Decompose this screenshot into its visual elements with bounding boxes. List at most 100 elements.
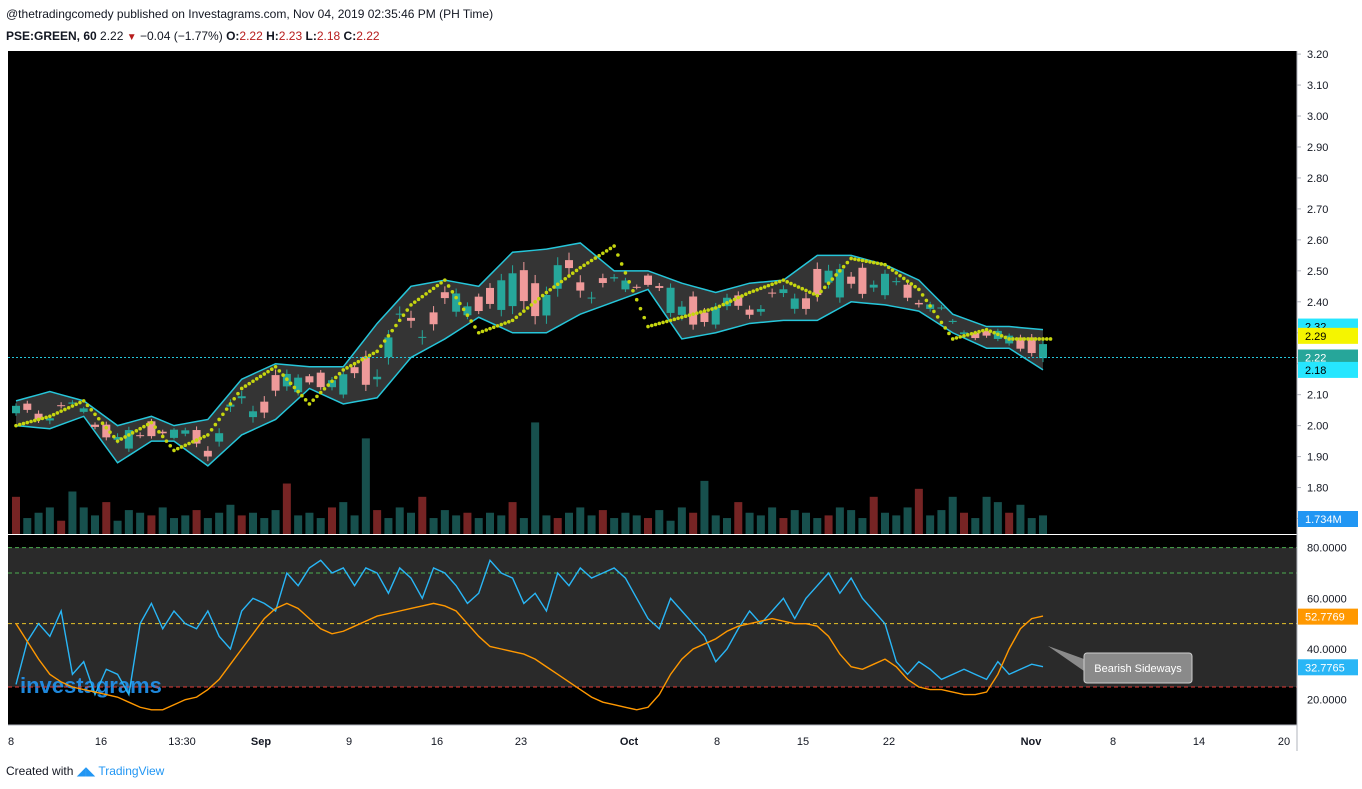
volume-bar xyxy=(147,515,156,534)
candle-body xyxy=(249,411,257,418)
sar-dot xyxy=(634,297,639,302)
candle-body xyxy=(203,450,212,457)
candle-body xyxy=(553,265,562,289)
time-tick-label: Oct xyxy=(620,736,639,748)
sar-dot xyxy=(303,398,308,402)
volume-bar xyxy=(203,518,212,534)
sar-dot xyxy=(292,385,297,390)
sar-dot xyxy=(883,262,887,267)
sar-dot xyxy=(243,384,248,388)
rsi-line xyxy=(15,558,1044,697)
tradingview-link[interactable]: TradingView xyxy=(98,764,165,778)
candle-body xyxy=(632,286,641,288)
time-tick-label: 8 xyxy=(714,736,720,748)
close-label: C: xyxy=(343,29,357,43)
sar-dot xyxy=(322,387,327,391)
sar-dot xyxy=(928,304,932,308)
sar-dot xyxy=(747,290,752,295)
sar-dot xyxy=(582,263,586,268)
sar-dot xyxy=(503,321,507,325)
sar-dot xyxy=(221,412,225,417)
sar-dot xyxy=(601,251,605,256)
volume-bar xyxy=(621,512,630,534)
candle-body xyxy=(655,286,664,288)
candle-body xyxy=(892,281,901,283)
sar-dot xyxy=(337,371,342,376)
candle-body xyxy=(260,401,269,413)
candle-body xyxy=(858,267,867,294)
low-value: 2.18 xyxy=(316,29,341,43)
sar-dot xyxy=(443,278,447,282)
sar-dot xyxy=(860,258,865,263)
sar-dot xyxy=(574,268,579,273)
sar-dot xyxy=(631,288,635,293)
sar-dot xyxy=(777,279,782,284)
candle-body xyxy=(361,356,370,385)
sar-dot xyxy=(864,259,868,263)
volume-bar xyxy=(486,512,494,534)
sar-dot xyxy=(375,349,379,354)
volume-bar xyxy=(1016,504,1025,534)
sar-dot xyxy=(78,400,82,405)
sar-dot xyxy=(367,353,372,358)
candle-body xyxy=(914,302,923,305)
volume-bar xyxy=(723,518,731,534)
candle-body xyxy=(756,309,765,312)
sar-dot xyxy=(1003,335,1008,340)
sar-dot xyxy=(932,309,936,314)
candle-body xyxy=(418,336,427,338)
tradingview-logo-icon[interactable]: ◢◣ xyxy=(76,764,96,778)
candle-body xyxy=(790,298,799,309)
volume-bar xyxy=(734,502,743,534)
candle-body xyxy=(644,275,652,285)
oscillator-tick-label: 80.0000 xyxy=(1307,543,1347,555)
last-price: 2.22 xyxy=(100,29,124,43)
sar-dot xyxy=(179,445,184,449)
sar-dot xyxy=(168,443,173,448)
sar-dot xyxy=(191,440,195,444)
sar-dot xyxy=(578,265,583,270)
symbol-label[interactable]: PSE:GREEN, 60 xyxy=(6,29,97,43)
sar-dot xyxy=(894,271,899,275)
sar-dot xyxy=(710,307,714,311)
price-tick-label: 2.60 xyxy=(1307,235,1328,247)
candle-body xyxy=(847,276,856,284)
candle-body xyxy=(519,270,528,302)
sar-dot xyxy=(623,271,628,275)
price-badge xyxy=(1298,349,1358,366)
sar-dot xyxy=(823,285,827,290)
volume-bar xyxy=(813,518,822,534)
volume-bar xyxy=(542,515,551,534)
sar-dot xyxy=(879,262,884,266)
candle-body xyxy=(136,435,145,437)
sar-dot xyxy=(939,320,944,325)
sar-dot xyxy=(766,283,771,288)
price-tick-label: 3.20 xyxy=(1307,49,1328,61)
time-tick-label: 14 xyxy=(1193,736,1205,748)
volume-bar xyxy=(576,507,585,534)
sar-dot xyxy=(1026,337,1030,341)
volume-bar xyxy=(282,483,291,534)
sar-dot xyxy=(454,295,458,300)
sar-dot xyxy=(593,256,598,260)
sar-dot xyxy=(905,279,910,283)
price-tick-label: 1.80 xyxy=(1307,483,1328,495)
volume-bar xyxy=(790,510,799,534)
sar-dot xyxy=(81,399,86,403)
sar-dot xyxy=(172,448,176,453)
sar-dot xyxy=(507,319,511,324)
volume-bar xyxy=(12,496,20,534)
volume-bar xyxy=(508,502,517,534)
candle-body xyxy=(463,306,472,316)
time-tick-label: Sep xyxy=(251,736,271,748)
sar-dot xyxy=(1044,337,1049,341)
sar-dot xyxy=(236,391,240,396)
sar-dot xyxy=(21,421,26,426)
sar-dot xyxy=(420,294,425,299)
price-tick-label: 2.40 xyxy=(1307,297,1328,309)
sar-dot xyxy=(898,273,902,278)
footer: Created with ◢◣ TradingView xyxy=(6,764,164,778)
sar-dot xyxy=(428,289,432,293)
candle-body xyxy=(12,405,20,414)
